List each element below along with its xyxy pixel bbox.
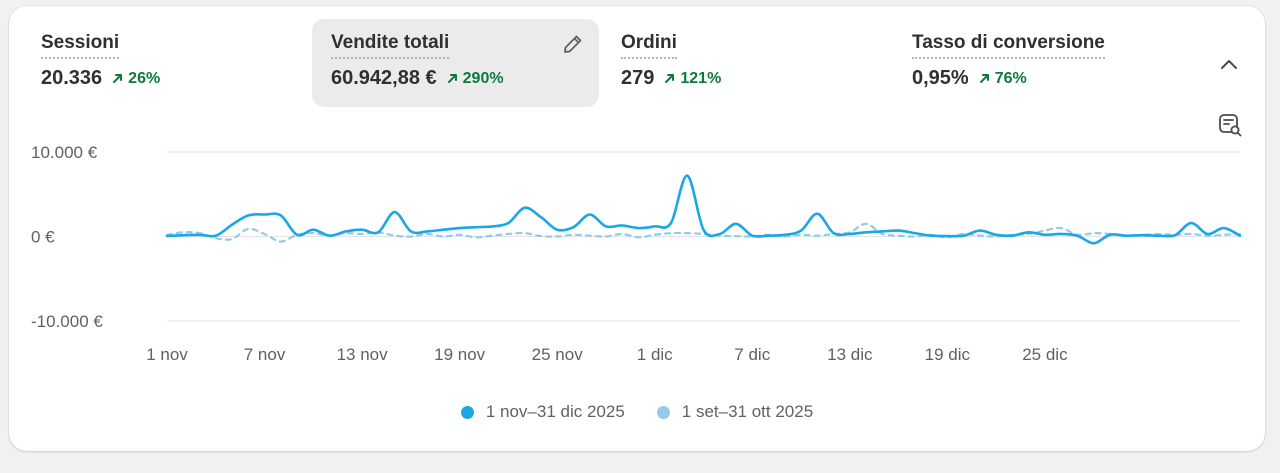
metric-sessions[interactable]: Sessioni 20.336 26% bbox=[22, 19, 312, 107]
x-tick-label: 1 dic bbox=[637, 345, 673, 364]
x-tick-label: 25 nov bbox=[532, 345, 584, 364]
x-tick-label: 7 nov bbox=[244, 345, 286, 364]
series-line-current-period bbox=[165, 174, 1242, 245]
legend-label: 1 set–31 ott 2025 bbox=[681, 402, 814, 421]
metric-value: 0,95% bbox=[912, 67, 969, 89]
y-tick-label: -10.000 € bbox=[31, 312, 103, 331]
pencil-icon bbox=[564, 35, 582, 53]
arrow-up-right-icon bbox=[979, 74, 989, 83]
metric-value: 60.942,88 € bbox=[331, 67, 437, 89]
metric-title: Sessioni bbox=[41, 32, 120, 59]
chevron-up-icon bbox=[1221, 60, 1237, 69]
x-tick-label: 19 dic bbox=[925, 345, 971, 364]
sales-line-chart: 10.000 € 0 € -10.000 € 1 nov 7 nov 13 nov 19 n… bbox=[31, 143, 1242, 364]
metric-change-value: 26% bbox=[128, 69, 161, 87]
legend-item-current-period[interactable]: 1 nov–31 dic 2025 bbox=[460, 402, 625, 422]
x-tick-label: 7 dic bbox=[734, 345, 770, 364]
metric-value: 279 bbox=[621, 67, 655, 89]
legend-dot bbox=[656, 405, 670, 419]
metric-change-value: 121% bbox=[680, 69, 722, 87]
metric-title: Vendite totali bbox=[331, 32, 450, 59]
arrow-up-right-icon bbox=[665, 74, 675, 83]
x-tick-label: 1 nov bbox=[146, 345, 188, 364]
y-tick-label: 0 € bbox=[31, 228, 55, 247]
metric-orders[interactable]: Ordini 279 121% bbox=[602, 19, 892, 107]
data-compare-icon bbox=[1219, 114, 1242, 137]
metric-conversion-rate[interactable]: Tasso di conversione 0,95% 76% bbox=[893, 19, 1183, 107]
metric-change: 121% bbox=[664, 70, 721, 88]
arrow-up-right-icon bbox=[447, 74, 457, 83]
chart-legend: 1 nov–31 dic 2025 1 set–31 ott 2025 bbox=[9, 402, 1265, 422]
x-tick-label: 19 nov bbox=[434, 345, 486, 364]
legend-item-comparison-period[interactable]: 1 set–31 ott 2025 bbox=[656, 402, 814, 422]
metric-title: Ordini bbox=[621, 32, 677, 59]
metric-change: 76% bbox=[979, 70, 1027, 88]
metric-value: 20.336 bbox=[41, 67, 103, 89]
metric-change: 290% bbox=[447, 70, 504, 88]
x-tick-label: 13 dic bbox=[827, 345, 873, 364]
x-tick-label: 13 nov bbox=[337, 345, 389, 364]
x-tick-label: 25 dic bbox=[1022, 345, 1068, 364]
legend-label: 1 nov–31 dic 2025 bbox=[485, 402, 625, 421]
edit-metric-button[interactable] bbox=[561, 32, 585, 56]
metric-change-value: 290% bbox=[462, 69, 504, 87]
metric-change: 26% bbox=[112, 70, 160, 88]
compare-data-button[interactable] bbox=[1217, 112, 1243, 138]
arrow-up-right-icon bbox=[113, 74, 123, 83]
metric-total-sales[interactable]: Vendite totali 60.942,88 € 290% bbox=[312, 19, 599, 107]
collapse-button[interactable] bbox=[1217, 54, 1241, 74]
legend-dot bbox=[460, 405, 474, 419]
sales-overview-card: Sessioni 20.336 26% Vendite totali 60.94… bbox=[9, 6, 1265, 451]
metric-title: Tasso di conversione bbox=[912, 32, 1105, 59]
y-tick-label: 10.000 € bbox=[31, 143, 98, 162]
series-line-comparison-period bbox=[165, 222, 1242, 243]
metric-change-value: 76% bbox=[994, 69, 1027, 87]
